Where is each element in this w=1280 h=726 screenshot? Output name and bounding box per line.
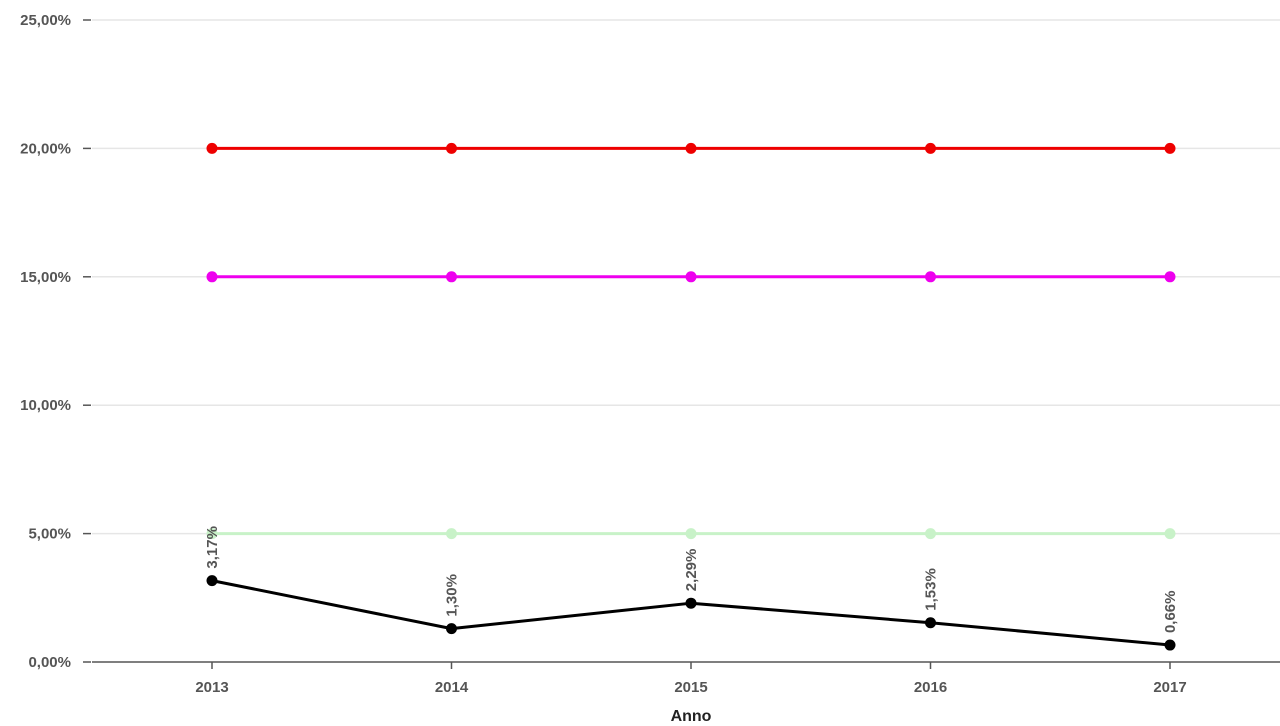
y-tick-label: 10,00% <box>20 397 71 414</box>
x-tick-label: 2014 <box>435 679 469 696</box>
series-point <box>446 623 457 635</box>
series <box>206 142 1176 651</box>
data-label: 2,29% <box>683 549 700 592</box>
data-label: 1,53% <box>923 568 940 611</box>
series-point <box>925 617 936 629</box>
series-point <box>206 142 218 154</box>
series-point <box>685 271 697 283</box>
series-point <box>446 142 457 154</box>
series-point <box>925 528 936 540</box>
x-tick-label: 2016 <box>914 679 947 696</box>
series-point <box>1164 528 1176 540</box>
y-tick-label: 20,00% <box>20 140 71 157</box>
series-point <box>685 597 697 609</box>
series-point <box>685 528 697 540</box>
series-point <box>206 528 218 540</box>
series-point <box>925 271 936 283</box>
x-axis-title: Anno <box>671 708 712 725</box>
series-point <box>1164 639 1176 651</box>
series-point <box>446 528 457 540</box>
series-point <box>446 271 457 283</box>
series-point <box>925 142 936 154</box>
data-label: 0,66% <box>1162 591 1179 634</box>
x-tick-label: 2015 <box>674 679 707 696</box>
y-tick-label: 15,00% <box>20 269 71 286</box>
y-tick-label: 5,00% <box>28 526 71 543</box>
data-label: 1,30% <box>444 574 461 617</box>
series-point <box>685 142 697 154</box>
data-labels: 3,17% 1,30% 2,29% 1,53% 0,66% <box>204 526 1179 633</box>
data-label: 3,17% <box>204 526 221 569</box>
y-tick-label: 0,00% <box>28 654 71 671</box>
series-point <box>206 271 218 283</box>
x-tick-label: 2017 <box>1153 679 1186 696</box>
x-tick-label: 2013 <box>195 679 228 696</box>
series-point <box>206 575 218 587</box>
axes: 0,00% 5,00% 10,00% 15,00% 20,00% 25,00% 2013 20… <box>20 12 1280 696</box>
series-point <box>1164 271 1176 283</box>
y-tick-label: 25,00% <box>20 12 71 29</box>
series-point <box>1164 142 1176 154</box>
